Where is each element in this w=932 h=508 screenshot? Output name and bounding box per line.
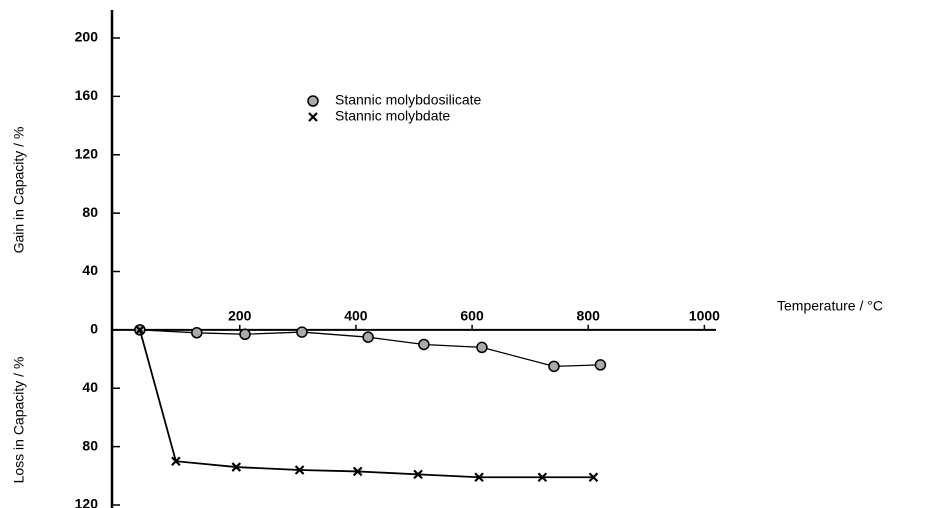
marker — [588, 472, 599, 483]
x-tick-label: 800 — [577, 308, 601, 324]
y-tick-label: 200 — [75, 29, 99, 45]
marker — [418, 338, 430, 351]
y-tick-label: 120 — [75, 496, 99, 508]
marker — [413, 469, 423, 480]
marker — [308, 112, 318, 122]
y-tick-label: 120 — [75, 145, 99, 161]
legend-label: Stannic molybdate — [335, 108, 450, 124]
y-axis-label: Loss in Capacity / % — [11, 357, 27, 484]
y-axis-label: Gain in Capacity / % — [11, 127, 27, 254]
marker — [171, 456, 181, 466]
x-tick-label: 200 — [228, 308, 252, 324]
marker — [548, 360, 560, 373]
line — [139, 329, 594, 479]
marker — [296, 326, 308, 338]
x-tick-label: 600 — [460, 308, 484, 324]
y-tick-label: 80 — [82, 437, 98, 453]
legend-label: Stannic molybdosilicate — [335, 92, 482, 108]
marker — [537, 472, 548, 483]
y-tick-label: 0 — [90, 321, 98, 337]
x-tick-label: 1000 — [689, 308, 720, 324]
y-tick-label: 40 — [82, 262, 98, 278]
marker — [135, 325, 145, 335]
x-axis-label: Temperature / °C — [777, 298, 883, 314]
marker — [294, 465, 305, 475]
y-tick-label: 80 — [82, 204, 98, 220]
x-tick-label: 400 — [344, 308, 368, 324]
marker — [191, 327, 203, 339]
marker — [594, 359, 607, 371]
marker — [307, 95, 319, 107]
marker — [239, 328, 251, 341]
marker — [362, 331, 374, 343]
marker — [231, 462, 242, 472]
marker — [474, 472, 484, 483]
y-tick-label: 40 — [82, 379, 98, 395]
y-tick-label: 160 — [75, 87, 99, 103]
marker — [352, 466, 363, 477]
marker — [476, 341, 488, 354]
